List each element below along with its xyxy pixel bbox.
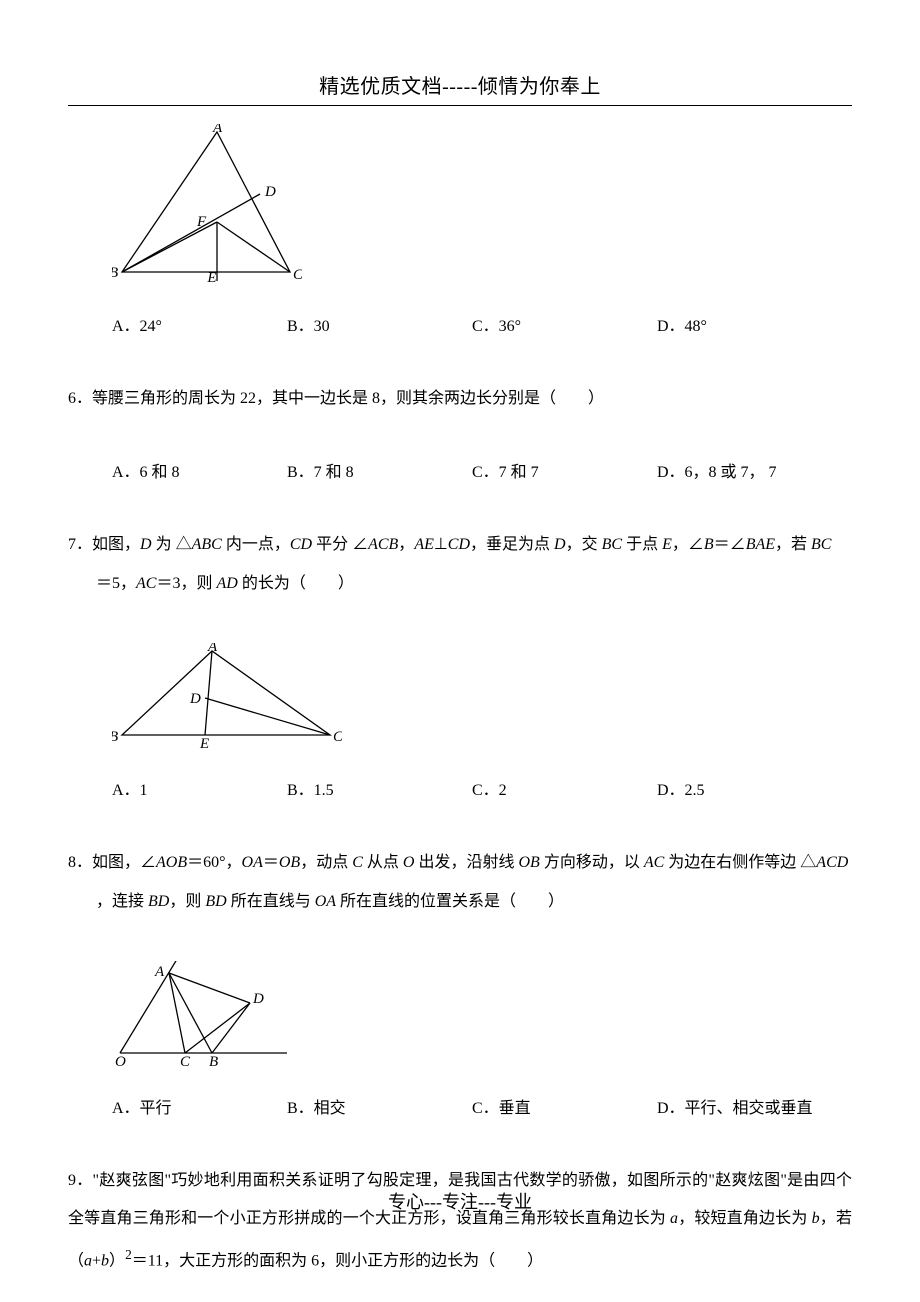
triangle-diagram-icon: A D B E C [112, 643, 342, 748]
q7-opt-c: C．2 [472, 776, 657, 800]
q8-figure: A D O C B [112, 961, 852, 1066]
svg-text:D: D [264, 184, 276, 200]
q7-text-line2: ＝5，AC＝3，则 AD 的长为（ ） [68, 565, 852, 603]
svg-text:D: D [189, 691, 201, 707]
q5-opt-c: C．36° [472, 312, 657, 336]
svg-text:B: B [112, 729, 118, 745]
q9: 9．"赵爽弦图"巧妙地利用面积关系证明了勾股定理，是我国古代数学的骄傲，如图所示… [68, 1162, 852, 1281]
q8-text: 8．如图，∠AOB＝60°，OA＝OB，动点 C 从点 O 出发，沿射线 OB … [68, 844, 852, 882]
svg-text:A: A [154, 964, 165, 980]
q5-opt-b: B．30 [287, 312, 472, 336]
svg-text:A: A [212, 124, 223, 136]
q8-opt-a: A．平行 [112, 1094, 287, 1118]
svg-text:E: E [199, 736, 209, 748]
svg-text:C: C [293, 267, 302, 283]
q6-opt-a: A．6 和 8 [112, 458, 287, 482]
q6-opt-b: B．7 和 8 [287, 458, 472, 482]
q5-figure: A D F B E C [112, 124, 852, 284]
q7-figure: A D B E C [112, 643, 852, 748]
q7-options: A．1 B．1.5 C．2 D．2.5 [112, 776, 852, 800]
svg-text:F: F [196, 214, 207, 230]
svg-text:D: D [252, 991, 264, 1007]
triangle-diagram-icon: A D F B E C [112, 124, 302, 284]
page-header: 精选优质文档-----倾情为你奉上 [68, 70, 852, 99]
q5-opt-a: A．24° [112, 312, 287, 336]
q6-opt-d: D．6，8 或 7， 7 [657, 458, 777, 482]
svg-text:O: O [115, 1054, 126, 1066]
q5-options: A．24° B．30 C．36° D．48° [112, 312, 852, 336]
q8-text-line2: ，连接 BD，则 BD 所在直线与 OA 所在直线的位置关系是（ ） [68, 883, 852, 921]
q6-options: A．6 和 8 B．7 和 8 C．7 和 7 D．6，8 或 7， 7 [112, 458, 852, 482]
q7-opt-b: B．1.5 [287, 776, 472, 800]
q7-opt-d: D．2.5 [657, 776, 705, 800]
q7-opt-a: A．1 [112, 776, 287, 800]
q7-text: 7．如图，D 为 △ABC 内一点，CD 平分 ∠ACB，AE⊥CD，垂足为点 … [68, 526, 852, 564]
q9-text: 9．"赵爽弦图"巧妙地利用面积关系证明了勾股定理，是我国古代数学的骄傲，如图所示… [68, 1162, 852, 1281]
page-footer: 专心---专注---专业 [0, 1188, 920, 1214]
q6-text: 6．等腰三角形的周长为 22，其中一边长是 8，则其余两边长分别是（ ） [68, 380, 852, 418]
q8: 8．如图，∠AOB＝60°，OA＝OB，动点 C 从点 O 出发，沿射线 OB … [68, 844, 852, 921]
q8-opt-c: C．垂直 [472, 1094, 657, 1118]
q5-opt-d: D．48° [657, 312, 707, 336]
svg-text:E: E [206, 270, 216, 284]
q6-opt-c: C．7 和 7 [472, 458, 657, 482]
q8-options: A．平行 B．相交 C．垂直 D．平行、相交或垂直 [112, 1094, 852, 1118]
svg-text:A: A [207, 643, 218, 655]
q6: 6．等腰三角形的周长为 22，其中一边长是 8，则其余两边长分别是（ ） [68, 380, 852, 418]
header-rule [68, 105, 852, 106]
svg-text:C: C [180, 1054, 191, 1066]
triangle-diagram-icon: A D O C B [112, 961, 292, 1066]
svg-text:C: C [333, 729, 342, 745]
q8-opt-d: D．平行、相交或垂直 [657, 1094, 813, 1118]
svg-text:B: B [209, 1054, 218, 1066]
q7: 7．如图，D 为 △ABC 内一点，CD 平分 ∠ACB，AE⊥CD，垂足为点 … [68, 526, 852, 603]
q8-opt-b: B．相交 [287, 1094, 472, 1118]
svg-text:B: B [112, 265, 118, 281]
